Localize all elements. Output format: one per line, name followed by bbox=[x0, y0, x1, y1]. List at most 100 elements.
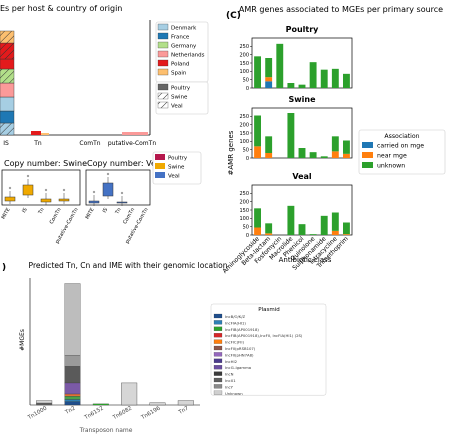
legend-label: IncI1-Igamma bbox=[225, 365, 251, 370]
amr-bar-segment bbox=[287, 113, 295, 158]
amr-ylabel: #AMR genes bbox=[227, 130, 235, 175]
legend-swatch bbox=[213, 384, 223, 389]
legend-swatch bbox=[155, 163, 165, 169]
tn-bar-segment bbox=[64, 355, 81, 367]
amr-bar-segment bbox=[254, 208, 261, 228]
legend-label: Swine bbox=[171, 95, 188, 101]
tn-location-chart: Tn1000 Tn2 Tn6152 Tn6082 Tn6196 Tn7 Plasmid Inc… bbox=[26, 278, 327, 422]
amr-bar-segment bbox=[309, 152, 317, 158]
legend-swatch bbox=[213, 365, 223, 370]
amr-bar-segment bbox=[331, 68, 339, 88]
amr-bar-segment bbox=[331, 212, 339, 231]
amr-bar-segment bbox=[265, 233, 273, 235]
y-tick-label: 100 bbox=[239, 216, 249, 222]
is-bar-hatch bbox=[0, 31, 14, 43]
legend-swatch bbox=[157, 50, 169, 58]
box-outlier bbox=[44, 188, 48, 192]
plasmid-legend-heading: Plasmid bbox=[258, 307, 279, 313]
y-tick-label: 50 bbox=[243, 224, 249, 230]
is-bar-hatch bbox=[0, 123, 14, 135]
legend-label: Spain bbox=[171, 71, 187, 77]
amr-bar-segment bbox=[343, 222, 350, 235]
amr-bar-segment bbox=[254, 227, 261, 235]
amr-bar-segment bbox=[320, 156, 328, 158]
panel-c-label: (C) bbox=[226, 11, 241, 21]
x-tick-label: Tn2 bbox=[64, 406, 77, 417]
y-tick-label: 250 bbox=[239, 114, 249, 120]
legend-label: IncFIC(FII) bbox=[225, 340, 244, 345]
x-tick-label: Tn1000 bbox=[26, 405, 48, 421]
tn-bar bbox=[31, 131, 41, 135]
amr-bar-segment bbox=[254, 146, 261, 158]
legend-label: Unknown bbox=[225, 391, 243, 396]
legend-label: IncFIB(AP001918) bbox=[225, 327, 259, 332]
box bbox=[116, 201, 128, 204]
legend-label: Poultry bbox=[168, 156, 188, 162]
y-tick-label: 150 bbox=[239, 61, 249, 67]
legend-label: IncFII(pRSB107) bbox=[225, 346, 256, 351]
legend-swatch bbox=[362, 152, 373, 158]
legend-swatch bbox=[213, 339, 223, 344]
copy-tick-label: ComTn bbox=[49, 207, 63, 225]
amr-bar-segment bbox=[298, 148, 306, 158]
comtn-bar bbox=[122, 132, 148, 135]
legend-swatch bbox=[213, 390, 223, 395]
legend-label: Denmark bbox=[171, 26, 197, 32]
panel-a-title: Es per host & country of origin bbox=[0, 4, 122, 13]
panel-d-title: Predicted Tn, Cn and IME with their geno… bbox=[29, 261, 228, 270]
legend-label: IncN bbox=[225, 372, 234, 377]
x-tick-label: Tn bbox=[33, 140, 42, 147]
legend-swatch bbox=[213, 320, 223, 325]
copy-tick-label: Tn bbox=[37, 207, 46, 216]
x-tick-label: Tn6082 bbox=[111, 406, 133, 422]
copy-tick-label: ComTn bbox=[122, 207, 136, 225]
amr-panel-title: Swine bbox=[288, 95, 316, 104]
amr-bar-segment bbox=[298, 84, 306, 88]
host-legend-box bbox=[155, 81, 209, 115]
copy-number-charts: Copy number: Swine Copy number: Veal MIT… bbox=[1, 151, 202, 245]
box bbox=[58, 198, 70, 202]
tn-bar-segment bbox=[64, 401, 81, 406]
legend-swatch bbox=[155, 172, 165, 178]
legend-swatch bbox=[213, 345, 223, 351]
is-bar-segment bbox=[0, 110, 15, 124]
amr-bar-segment bbox=[254, 115, 261, 147]
x-tick-label: putative-ComTn bbox=[108, 140, 156, 147]
legend-label: IncY bbox=[225, 384, 234, 389]
y-tick-label: 150 bbox=[239, 208, 249, 214]
x-tick-label: Tn6196 bbox=[140, 405, 162, 421]
amr-bar-segment bbox=[265, 58, 273, 78]
legend-label: IncFII(pHN7A8) bbox=[225, 352, 254, 357]
is-bar-hatch bbox=[0, 43, 14, 59]
amr-bar-segment bbox=[343, 234, 350, 235]
host-country-chart: IS Tn ComTn putative-ComTn Denmark France Germ… bbox=[0, 20, 209, 147]
copy-tick-label: MITE bbox=[85, 207, 96, 220]
amr-bar-segment bbox=[254, 56, 261, 88]
legend-label: Swine bbox=[168, 165, 185, 171]
box-outlier bbox=[120, 191, 124, 195]
tn-bar-segment bbox=[36, 402, 52, 405]
x-tick-label: IS bbox=[3, 140, 9, 147]
y-tick-label: 200 bbox=[239, 52, 249, 58]
legend-label: Poultry bbox=[171, 86, 191, 92]
amr-bar-segment bbox=[265, 77, 273, 82]
y-tick-label: 50 bbox=[243, 147, 249, 153]
legend-swatch bbox=[157, 41, 169, 49]
amr-bar-segment bbox=[287, 83, 295, 88]
box bbox=[40, 198, 52, 203]
panel-d-label: ) bbox=[2, 263, 6, 273]
box-outlier bbox=[8, 186, 12, 190]
amr-bar-segment bbox=[331, 151, 339, 158]
y-tick-label: 100 bbox=[239, 139, 249, 145]
y-tick-label: 0 bbox=[246, 156, 249, 162]
legend-label: near mge bbox=[377, 153, 407, 160]
legend-label: Germany bbox=[171, 44, 197, 50]
legend-swatch bbox=[213, 377, 223, 383]
copy-tick-label: IS bbox=[21, 207, 29, 214]
y-tick-label: 200 bbox=[239, 122, 249, 128]
y-tick-label: 150 bbox=[239, 131, 249, 137]
copy-tick-label: MITE bbox=[1, 207, 12, 220]
tn-bar-segment bbox=[93, 403, 109, 405]
amr-bar-segment bbox=[343, 140, 350, 154]
